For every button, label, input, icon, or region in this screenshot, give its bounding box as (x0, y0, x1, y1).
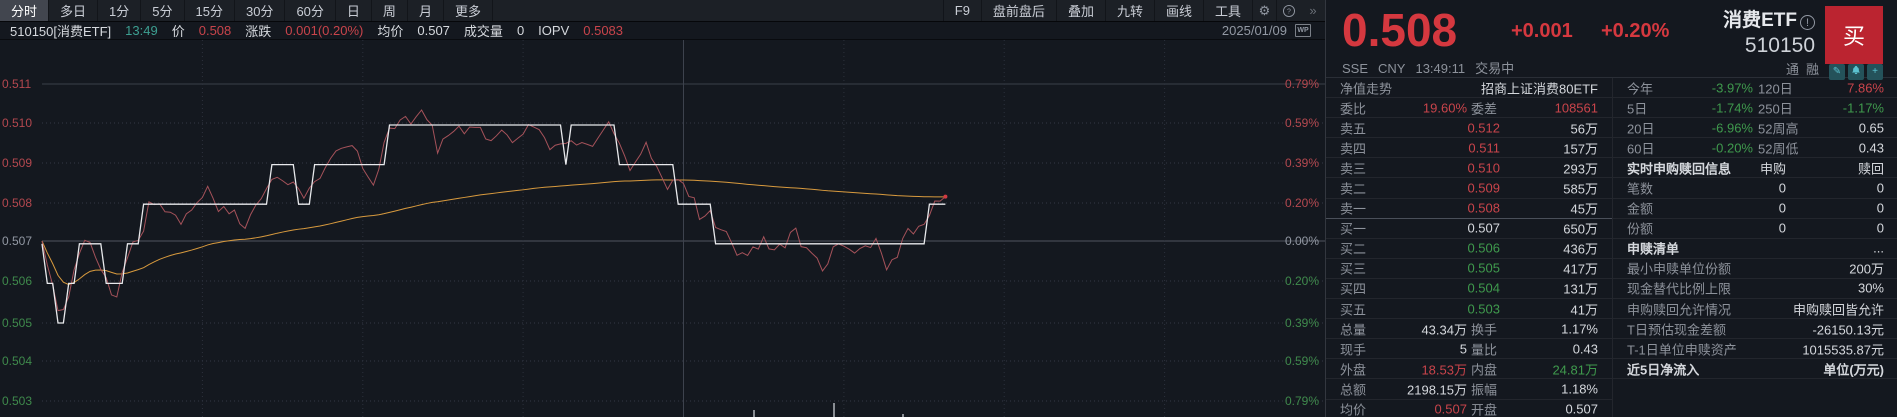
svg-text:?: ? (1287, 8, 1291, 15)
